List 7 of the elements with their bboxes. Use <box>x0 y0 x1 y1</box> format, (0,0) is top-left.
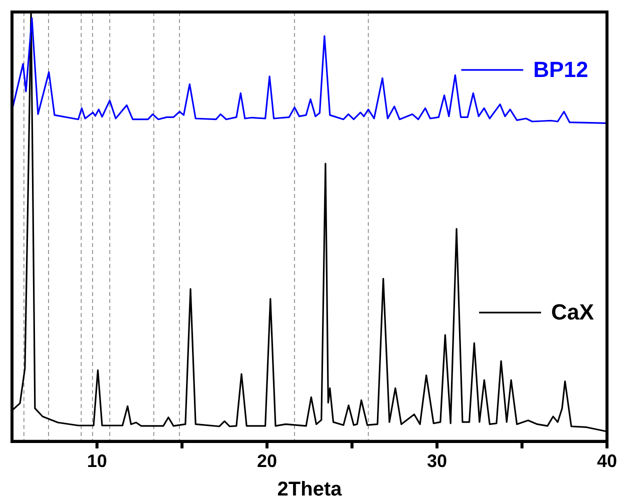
x-tick-label: 10 <box>86 451 108 472</box>
x-tick-label: 20 <box>256 451 278 472</box>
x-tick-label: 30 <box>426 451 448 472</box>
legend-label: BP12 <box>533 57 588 82</box>
legend-label: CaX <box>551 300 594 325</box>
x-tick-label: 40 <box>596 451 618 472</box>
x-axis-title: 2Theta <box>277 478 343 501</box>
